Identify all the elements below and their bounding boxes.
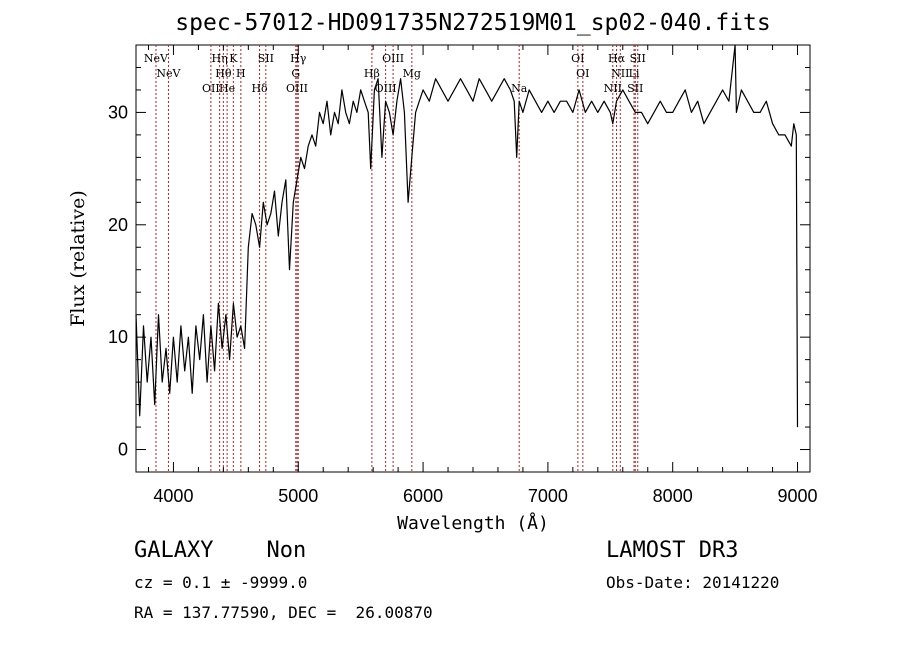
y-axis-label: Flux (relative)	[67, 190, 89, 327]
y-tick-label: 30	[108, 102, 128, 122]
radec-readout: RA = 137.77590, DEC = 26.00870	[134, 603, 433, 622]
x-tick-label: 7000	[528, 486, 568, 506]
line-marker-label: H	[236, 67, 246, 80]
survey-label: LAMOST DR3	[606, 538, 739, 563]
line-marker-label: Hα	[608, 52, 626, 65]
line-marker-label: Na	[511, 82, 528, 95]
line-marker-label: OIII	[382, 52, 404, 65]
obs-date-readout: Obs-Date: 20141220	[606, 573, 780, 592]
chart-title: spec-57012-HD091735N272519M01_sp02-040.f…	[175, 10, 770, 36]
line-marker-label: OI	[571, 52, 584, 65]
spectrum-line	[135, 44, 799, 428]
x-tick-label: 6000	[403, 486, 443, 506]
line-marker-label: Mg	[403, 67, 421, 80]
line-marker-label: SII	[258, 52, 274, 65]
x-tick-label: 5000	[278, 486, 318, 506]
line-marker-label: Li	[629, 67, 640, 80]
line-marker-label: SII	[630, 52, 646, 65]
line-marker-label: SII	[627, 82, 643, 95]
line-marker-label: OII	[202, 82, 220, 95]
line-marker-label: K	[229, 52, 238, 65]
x-tick-label: 8000	[653, 486, 693, 506]
line-marker-label: Hθ	[215, 67, 232, 80]
line-marker-label: Hγ	[290, 52, 307, 65]
line-marker-label: OIII	[375, 82, 397, 95]
line-marker-label: NeV	[144, 52, 169, 65]
x-tick-label: 9000	[777, 486, 817, 506]
line-marker-label: Hδ	[251, 82, 268, 95]
y-tick-label: 10	[108, 327, 128, 347]
line-marker-label: OI	[576, 67, 589, 80]
class-label: GALAXY Non	[134, 538, 307, 563]
line-marker-label: G	[291, 67, 300, 80]
plot-frame	[135, 44, 811, 473]
line-marker-label: OIII	[286, 82, 308, 95]
line-marker-label: Hη	[212, 52, 228, 65]
line-marker-label: Hβ	[364, 67, 380, 80]
line-marker-label: NII	[611, 67, 629, 80]
x-tick-label: 4000	[153, 486, 193, 506]
line-marker-label: NeV	[156, 67, 181, 80]
y-tick-label: 0	[118, 440, 128, 460]
line-marker-label: He	[219, 82, 235, 95]
cz-readout: cz = 0.1 ± -9999.0	[134, 573, 308, 592]
y-tick-label: 20	[108, 215, 128, 235]
x-axis-label: Wavelength (Å)	[397, 512, 549, 534]
line-marker-label: NII	[604, 82, 622, 95]
